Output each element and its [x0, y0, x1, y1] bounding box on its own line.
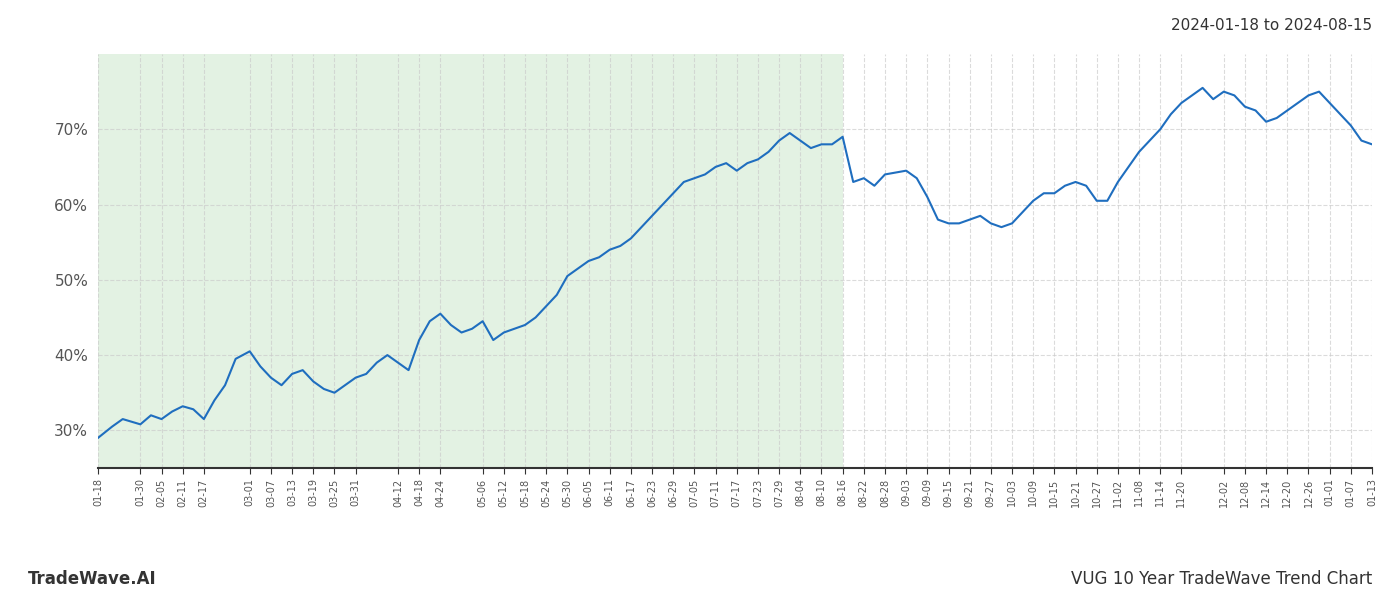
Bar: [98, 54, 843, 468]
Text: VUG 10 Year TradeWave Trend Chart: VUG 10 Year TradeWave Trend Chart: [1071, 570, 1372, 588]
Text: TradeWave.AI: TradeWave.AI: [28, 570, 157, 588]
Text: 2024-01-18 to 2024-08-15: 2024-01-18 to 2024-08-15: [1170, 18, 1372, 33]
